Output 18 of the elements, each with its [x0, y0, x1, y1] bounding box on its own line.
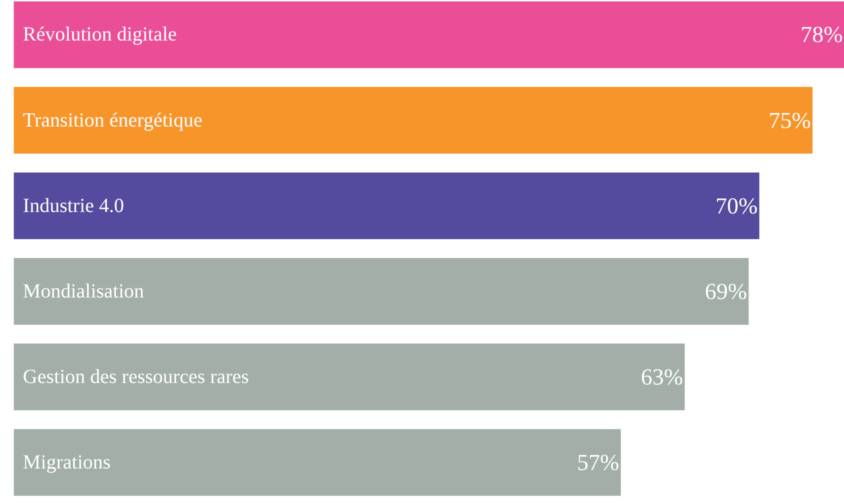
bar — [14, 86, 813, 154]
data-label: 57% — [577, 450, 620, 475]
y-tick-label: Industrie 4.0 — [22, 194, 124, 217]
data-label: 63% — [640, 364, 684, 390]
bar — [14, 172, 760, 240]
y-tick-label: Transition énergétique — [22, 109, 202, 132]
y-tick-label: Révolution digitale — [22, 24, 177, 46]
bar — [14, 1, 844, 68]
bar — [14, 344, 685, 410]
y-tick-label: Migrations — [22, 451, 111, 474]
bar — [14, 429, 621, 496]
bar — [14, 258, 749, 325]
data-label: 69% — [704, 278, 747, 304]
data-label: 70% — [715, 193, 758, 218]
y-tick-label: Mondialisation — [22, 280, 144, 302]
y-tick-label: Gestion des ressources rares — [22, 366, 250, 388]
data-label: 75% — [768, 108, 811, 133]
data-label: 78% — [800, 22, 843, 48]
